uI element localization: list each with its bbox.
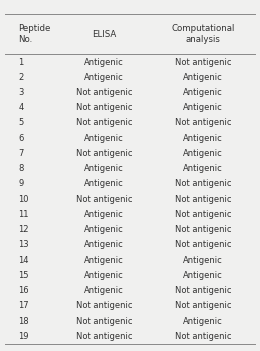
Text: 8: 8 xyxy=(18,164,24,173)
Text: ELISA: ELISA xyxy=(92,30,116,39)
Text: Antigenic: Antigenic xyxy=(84,210,124,219)
Text: Antigenic: Antigenic xyxy=(183,103,223,112)
Text: 9: 9 xyxy=(18,179,23,188)
Text: Antigenic: Antigenic xyxy=(183,73,223,82)
Text: 7: 7 xyxy=(18,149,24,158)
Text: 4: 4 xyxy=(18,103,23,112)
Text: Antigenic: Antigenic xyxy=(84,164,124,173)
Text: Antigenic: Antigenic xyxy=(183,149,223,158)
Text: Not antigenic: Not antigenic xyxy=(174,58,231,67)
Text: Antigenic: Antigenic xyxy=(84,240,124,250)
Text: Not antigenic: Not antigenic xyxy=(174,210,231,219)
Text: Not antigenic: Not antigenic xyxy=(76,302,132,310)
Text: Not antigenic: Not antigenic xyxy=(76,195,132,204)
Text: Antigenic: Antigenic xyxy=(84,256,124,265)
Text: 2: 2 xyxy=(18,73,23,82)
Text: Antigenic: Antigenic xyxy=(84,73,124,82)
Text: Not antigenic: Not antigenic xyxy=(174,286,231,295)
Text: 13: 13 xyxy=(18,240,29,250)
Text: Not antigenic: Not antigenic xyxy=(76,88,132,97)
Text: Antigenic: Antigenic xyxy=(183,271,223,280)
Text: Not antigenic: Not antigenic xyxy=(174,179,231,188)
Text: Not antigenic: Not antigenic xyxy=(174,225,231,234)
Text: 16: 16 xyxy=(18,286,29,295)
Text: Antigenic: Antigenic xyxy=(84,134,124,143)
Text: Antigenic: Antigenic xyxy=(183,88,223,97)
Text: Not antigenic: Not antigenic xyxy=(174,332,231,341)
Text: 3: 3 xyxy=(18,88,24,97)
Text: Antigenic: Antigenic xyxy=(84,225,124,234)
Text: Not antigenic: Not antigenic xyxy=(76,149,132,158)
Text: Not antigenic: Not antigenic xyxy=(174,195,231,204)
Text: Computational
analysis: Computational analysis xyxy=(171,24,235,44)
Text: Antigenic: Antigenic xyxy=(183,134,223,143)
Text: Not antigenic: Not antigenic xyxy=(174,240,231,250)
Text: Antigenic: Antigenic xyxy=(84,58,124,67)
Text: 17: 17 xyxy=(18,302,29,310)
Text: Not antigenic: Not antigenic xyxy=(76,103,132,112)
Text: 11: 11 xyxy=(18,210,29,219)
Text: Antigenic: Antigenic xyxy=(183,256,223,265)
Text: Antigenic: Antigenic xyxy=(84,271,124,280)
Text: Antigenic: Antigenic xyxy=(183,164,223,173)
Text: 18: 18 xyxy=(18,317,29,326)
Text: Not antigenic: Not antigenic xyxy=(76,119,132,127)
Text: Not antigenic: Not antigenic xyxy=(76,332,132,341)
Text: 19: 19 xyxy=(18,332,29,341)
Text: Antigenic: Antigenic xyxy=(183,317,223,326)
Text: 12: 12 xyxy=(18,225,29,234)
Text: Not antigenic: Not antigenic xyxy=(174,119,231,127)
Text: 6: 6 xyxy=(18,134,24,143)
Text: Peptide
No.: Peptide No. xyxy=(18,24,51,44)
Text: Antigenic: Antigenic xyxy=(84,179,124,188)
Text: 15: 15 xyxy=(18,271,29,280)
Text: 1: 1 xyxy=(18,58,23,67)
Text: Not antigenic: Not antigenic xyxy=(76,317,132,326)
Text: 14: 14 xyxy=(18,256,29,265)
Text: Antigenic: Antigenic xyxy=(84,286,124,295)
Text: 10: 10 xyxy=(18,195,29,204)
Text: Not antigenic: Not antigenic xyxy=(174,302,231,310)
Text: 5: 5 xyxy=(18,119,23,127)
